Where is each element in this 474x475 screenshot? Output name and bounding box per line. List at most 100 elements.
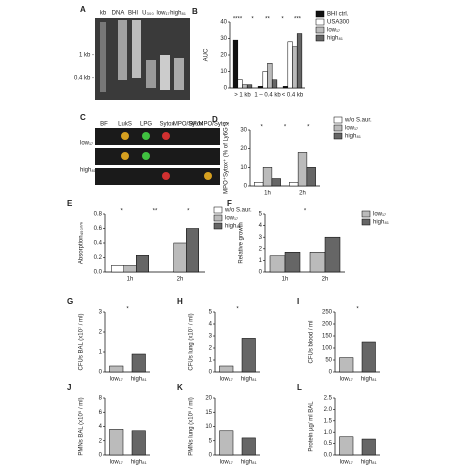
bar — [361, 438, 376, 456]
significance: * — [281, 17, 284, 23]
y-tick-label: 3 — [209, 334, 213, 340]
bar — [219, 430, 234, 456]
bar — [292, 46, 298, 89]
bar — [282, 86, 289, 89]
bar — [297, 152, 308, 187]
row-label: low₁₇ — [80, 141, 93, 147]
bar — [306, 167, 316, 187]
x-tick-label: high₈₁ — [241, 460, 257, 466]
cell — [162, 132, 170, 140]
legend-swatch — [213, 214, 223, 222]
y-tick-label: 10 — [205, 424, 212, 430]
bar — [123, 265, 137, 273]
cell-images — [95, 168, 220, 185]
panel-letter: I — [297, 297, 299, 306]
legend-label: high₈₁ — [225, 224, 241, 230]
bar — [361, 341, 376, 373]
legend-swatch — [361, 218, 371, 226]
significance: * — [126, 307, 129, 313]
y-axis-label: CFUs lung (x10⁷ / ml) — [188, 313, 195, 370]
lane-label: kb — [100, 11, 107, 17]
bar — [267, 63, 273, 89]
legend-swatch — [333, 124, 343, 132]
legend-swatch — [213, 222, 223, 230]
significance: * — [251, 17, 254, 23]
x-tick-label: high₈₁ — [241, 377, 257, 383]
y-tick-label: 20 — [240, 146, 247, 152]
y-tick-label: 2 — [99, 438, 103, 444]
panel-letter: L — [297, 383, 302, 392]
legend-swatch — [315, 10, 325, 18]
y-tick-label: 15 — [205, 410, 212, 416]
bar — [271, 178, 281, 187]
y-axis-label: AUC — [204, 48, 210, 61]
y-tick-label: 2.0 — [324, 407, 333, 413]
y-tick-label: 0.6 — [94, 226, 103, 232]
bar — [173, 242, 187, 273]
y-tick-label: 0.0 — [324, 453, 333, 459]
y-tick-label: 0.4 — [94, 241, 103, 247]
bar — [241, 338, 256, 373]
y-tick-label: 3 — [99, 310, 103, 316]
y-tick-label: 20 — [220, 53, 227, 59]
cell — [121, 132, 129, 140]
y-tick-label: 2 — [99, 330, 103, 336]
x-tick-label: < 0.4 kb — [282, 93, 304, 99]
x-tick-label: low₁₇ — [220, 460, 233, 466]
x-tick-label: low₁₇ — [340, 377, 353, 383]
bar — [309, 252, 326, 273]
y-tick-label: 4 — [259, 223, 263, 229]
panel-letter: F — [227, 199, 232, 208]
bar — [131, 353, 146, 373]
x-tick-label: 2h — [299, 191, 306, 197]
size-label: 1 kb - — [79, 53, 94, 59]
bar — [241, 437, 256, 456]
bar — [131, 430, 146, 456]
bar — [219, 365, 234, 373]
y-tick-label: 1 — [99, 350, 103, 356]
y-tick-label: 1 — [209, 358, 213, 364]
bar — [262, 71, 268, 89]
y-tick-label: 5 — [209, 310, 213, 316]
y-tick-label: 50 — [325, 358, 332, 364]
panel-letter: J — [67, 383, 71, 392]
legend-label: USA300 — [327, 20, 350, 26]
significance: * — [120, 209, 123, 215]
bar — [111, 265, 124, 273]
significance: * — [304, 209, 307, 215]
legend-swatch — [333, 132, 343, 140]
significance: *** — [294, 17, 302, 23]
cell — [121, 152, 129, 160]
bar — [237, 79, 243, 89]
bar — [296, 33, 303, 89]
legend-label: low₁₇ — [327, 28, 340, 34]
x-tick-label: low₁₇ — [110, 460, 123, 466]
bar — [242, 84, 248, 89]
significance: ** — [153, 209, 158, 215]
panel-letter: A — [80, 5, 86, 14]
gel-smear — [146, 60, 156, 88]
y-tick-label: 8 — [99, 396, 103, 402]
gel-smear — [174, 58, 184, 90]
channel-label: MPO/Sytox — [173, 122, 203, 128]
y-tick-label: 30 — [240, 128, 247, 134]
bar — [324, 236, 341, 273]
x-tick-label: 1h — [264, 191, 271, 197]
y-tick-label: 0.5 — [324, 441, 333, 447]
bar — [136, 255, 149, 273]
y-tick-label: 1.0 — [324, 430, 333, 436]
significance: * — [187, 209, 190, 215]
panel-letter: E — [67, 199, 73, 208]
cell-images — [95, 148, 220, 165]
x-tick-label: high₈₁ — [131, 377, 147, 383]
y-axis-label: Absorption₄₅₀ₙₘ — [79, 222, 85, 264]
bar — [339, 436, 354, 456]
y-tick-label: 2 — [259, 246, 263, 252]
y-tick-label: 4 — [99, 424, 103, 430]
bar — [109, 365, 124, 373]
legend-label: low₁₇ — [345, 126, 358, 132]
gel-ladder — [100, 22, 106, 92]
y-axis-label: CFUs BAL (x10⁷ / ml) — [78, 314, 85, 371]
y-axis-label: CFUs blood / ml — [309, 320, 315, 363]
y-axis-label: Relative growth — [239, 222, 245, 263]
